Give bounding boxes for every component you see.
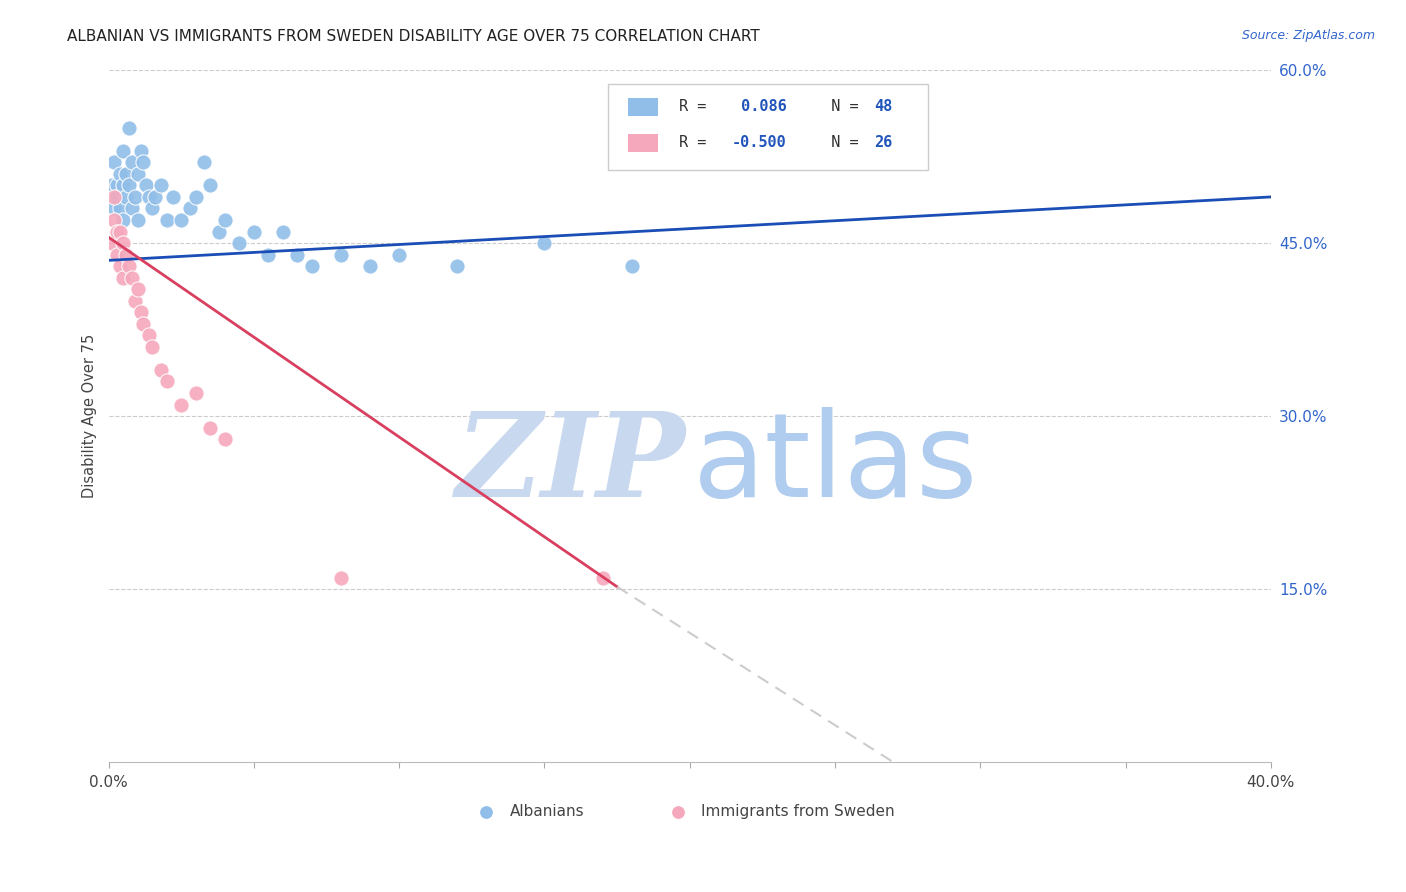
FancyBboxPatch shape [609,84,928,170]
Point [388,247,411,261]
Point [103,213,125,227]
Text: ALBANIAN VS IMMIGRANTS FROM SWEDEN DISABILITY AGE OVER 75 CORRELATION CHART: ALBANIAN VS IMMIGRANTS FROM SWEDEN DISAB… [67,29,761,44]
Point [129,144,152,158]
Point [287,247,309,261]
Point [214,213,236,227]
FancyBboxPatch shape [628,134,658,152]
Point [184,190,207,204]
Point [138,190,160,204]
Point [110,225,132,239]
Point [105,225,128,239]
Point [103,155,125,169]
Point [112,178,135,193]
Point [115,190,138,204]
Point [127,213,149,227]
Point [214,432,236,446]
Point [121,270,143,285]
Point [533,235,555,250]
Point [112,235,135,250]
Point [110,259,132,273]
Point [193,155,215,169]
Point [143,190,166,204]
Point [115,167,138,181]
Text: ZIP: ZIP [456,407,686,522]
Point [162,190,184,204]
Point [121,155,143,169]
Text: R =: R = [679,99,716,114]
Text: Source: ZipAtlas.com: Source: ZipAtlas.com [1241,29,1375,42]
Point [149,178,172,193]
Point [124,293,146,308]
Point [592,570,614,584]
Point [127,282,149,296]
Point [271,225,294,239]
Point [170,213,193,227]
Point [257,247,280,261]
Point [118,259,141,273]
Point [100,178,122,193]
Point [301,259,323,273]
Point [100,235,122,250]
Point [170,398,193,412]
Point [105,190,128,204]
Point [184,386,207,401]
Point [118,178,141,193]
Point [121,202,143,216]
Point [110,167,132,181]
Text: atlas: atlas [693,407,979,522]
Point [103,190,125,204]
Text: Immigrants from Sweden: Immigrants from Sweden [702,805,896,820]
Text: 48: 48 [875,99,893,114]
Point [132,317,155,331]
Point [115,247,138,261]
Point [200,420,222,434]
Point [105,178,128,193]
Point [110,202,132,216]
Point [149,363,172,377]
Point [330,570,353,584]
Point [141,340,163,354]
Point [330,247,353,261]
Point [112,213,135,227]
Y-axis label: Disability Age Over 75: Disability Age Over 75 [83,334,97,499]
Point [141,202,163,216]
Point [118,120,141,135]
Point [156,375,179,389]
Text: Albanians: Albanians [509,805,585,820]
Point [620,259,643,273]
Text: R =: R = [679,136,716,150]
Point [135,178,157,193]
Point [129,305,152,319]
Point [179,202,201,216]
Point [359,259,381,273]
Point [138,328,160,343]
Point [243,225,266,239]
Point [124,190,146,204]
Point [200,178,222,193]
Point [132,155,155,169]
Text: 26: 26 [875,136,893,150]
Text: N =: N = [813,99,868,114]
Text: -0.500: -0.500 [731,136,786,150]
Point [105,247,128,261]
FancyBboxPatch shape [628,98,658,116]
Point [228,235,250,250]
Text: 0.086: 0.086 [731,99,786,114]
Text: N =: N = [813,136,868,150]
Point [208,225,231,239]
Point [112,144,135,158]
Point [156,213,179,227]
Point [127,167,149,181]
Point [103,202,125,216]
Point [446,259,468,273]
Point [112,270,135,285]
